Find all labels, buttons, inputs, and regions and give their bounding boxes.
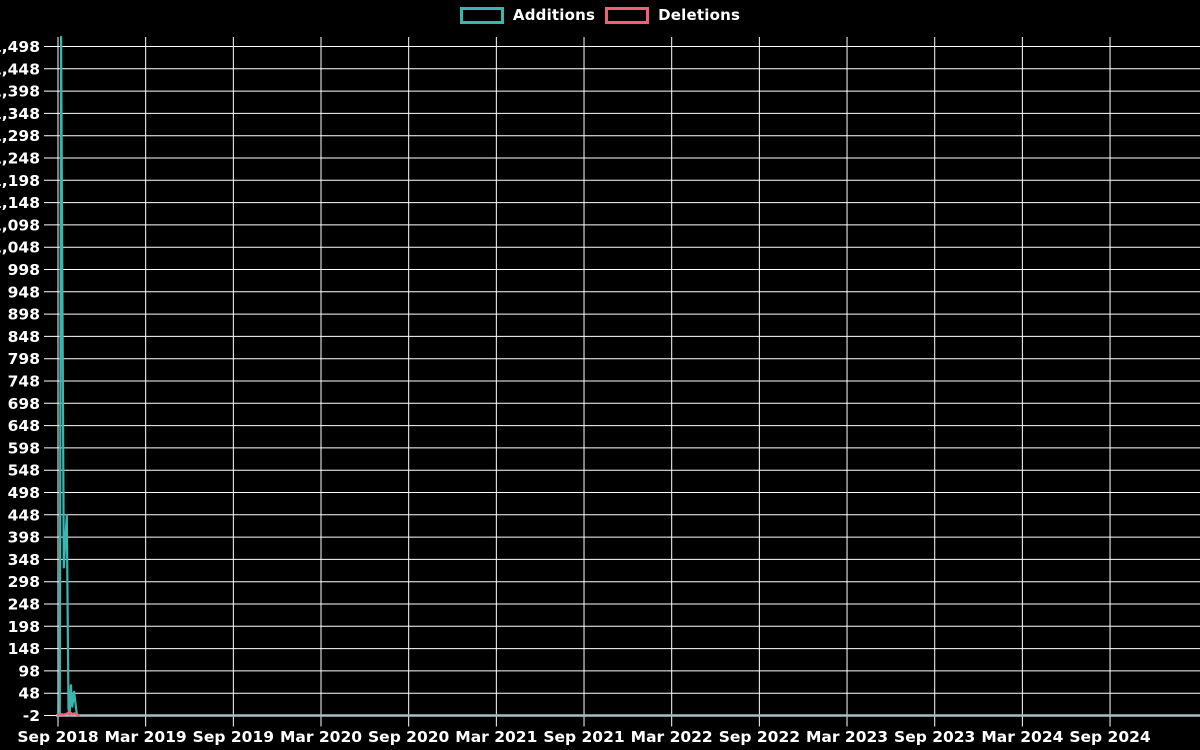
svg-text:748: 748 xyxy=(8,373,40,391)
svg-text:Sep 2018: Sep 2018 xyxy=(17,728,98,746)
svg-text:848: 848 xyxy=(8,328,40,346)
svg-text:1,448: 1,448 xyxy=(0,60,40,78)
svg-text:198: 198 xyxy=(8,618,40,636)
svg-text:598: 598 xyxy=(8,439,40,457)
svg-text:648: 648 xyxy=(8,417,40,435)
svg-text:348: 348 xyxy=(8,551,40,569)
svg-text:Sep 2019: Sep 2019 xyxy=(193,728,274,746)
svg-text:Sep 2021: Sep 2021 xyxy=(543,728,624,746)
svg-text:1,148: 1,148 xyxy=(0,194,40,212)
svg-text:298: 298 xyxy=(8,573,40,591)
svg-text:1,498: 1,498 xyxy=(0,38,40,56)
svg-text:898: 898 xyxy=(8,306,40,324)
svg-text:798: 798 xyxy=(8,350,40,368)
svg-text:Mar 2023: Mar 2023 xyxy=(806,728,888,746)
svg-text:698: 698 xyxy=(8,395,40,413)
svg-text:1,048: 1,048 xyxy=(0,239,40,257)
svg-text:Mar 2022: Mar 2022 xyxy=(631,728,713,746)
svg-text:Mar 2020: Mar 2020 xyxy=(280,728,362,746)
legend-label-deletions: Deletions xyxy=(658,6,741,24)
svg-text:Mar 2019: Mar 2019 xyxy=(105,728,187,746)
svg-text:-2: -2 xyxy=(23,707,40,725)
svg-text:948: 948 xyxy=(8,283,40,301)
deletions-swatch-icon xyxy=(605,6,650,24)
svg-text:Sep 2023: Sep 2023 xyxy=(894,728,975,746)
svg-text:248: 248 xyxy=(8,596,40,614)
svg-text:48: 48 xyxy=(18,685,40,703)
svg-text:448: 448 xyxy=(8,506,40,524)
svg-text:1,198: 1,198 xyxy=(0,172,40,190)
gridlines xyxy=(44,37,1200,727)
svg-text:998: 998 xyxy=(8,261,40,279)
svg-text:398: 398 xyxy=(8,529,40,547)
svg-text:498: 498 xyxy=(8,484,40,502)
svg-text:Sep 2024: Sep 2024 xyxy=(1069,728,1151,746)
svg-text:1,298: 1,298 xyxy=(0,127,40,145)
svg-text:148: 148 xyxy=(8,640,40,658)
svg-text:1,098: 1,098 xyxy=(0,216,40,234)
chart-legend: Additions Deletions xyxy=(0,6,1200,24)
svg-text:98: 98 xyxy=(18,662,40,680)
additions-swatch-icon xyxy=(459,6,504,24)
svg-text:1,248: 1,248 xyxy=(0,150,40,168)
deletions-line xyxy=(56,711,80,717)
x-axis-tick-labels: Sep 2018 Mar 2019 Sep 2019 Mar 2020 Sep 2020… xyxy=(17,728,1151,746)
svg-text:Sep 2020: Sep 2020 xyxy=(368,728,450,746)
legend-label-additions: Additions xyxy=(512,6,596,24)
svg-text:Mar 2021: Mar 2021 xyxy=(455,728,537,746)
svg-text:Sep 2022: Sep 2022 xyxy=(719,728,800,746)
y-axis-tick-labels: -2 48 98 148 198 248 298 348 398 448 498 548 598 648 6… xyxy=(0,38,40,725)
svg-text:1,348: 1,348 xyxy=(0,105,40,123)
svg-text:Mar 2024: Mar 2024 xyxy=(981,728,1063,746)
svg-text:548: 548 xyxy=(8,462,40,480)
legend-item-additions: Additions xyxy=(459,6,596,24)
legend-item-deletions: Deletions xyxy=(605,6,740,24)
additions-line xyxy=(56,35,80,717)
svg-text:1,398: 1,398 xyxy=(0,83,40,101)
